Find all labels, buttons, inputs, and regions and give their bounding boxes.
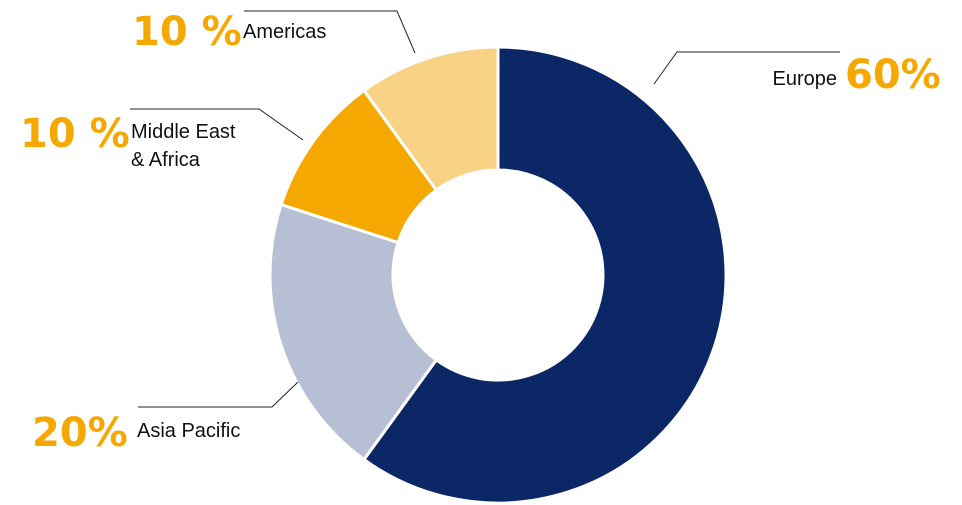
slice-callouts: Europe 60% 20% Asia Pacific 10 % Middle … — [20, 9, 941, 456]
slice-americas — [362, 45, 500, 192]
slice-label-middle-east-africa: Middle East & Africa — [131, 121, 241, 171]
slice-asia-pacific — [268, 203, 438, 461]
slice-label-asia-pacific: Asia Pacific — [137, 420, 240, 442]
slice-label-europe: Europe — [773, 68, 838, 90]
slice-label-middle-east-africa-line-2: & Africa — [131, 149, 201, 171]
leader-line-americas — [244, 10, 416, 54]
slice-percent-europe: 60% — [845, 52, 941, 98]
leader-line-europe — [653, 51, 840, 85]
slice-percent-americas: 10 % — [132, 9, 242, 55]
leader-line-middle-east-africa — [130, 108, 304, 141]
slice-label-americas: Americas — [243, 21, 326, 43]
donut-slices — [268, 45, 728, 505]
slice-percent-asia-pacific: 20% — [32, 410, 128, 456]
slice-percent-middle-east-africa: 10 % — [20, 111, 130, 157]
slice-europe — [362, 45, 728, 505]
leader-line-asia-pacific — [138, 381, 299, 408]
slice-label-middle-east-africa-line-1: Middle East — [131, 121, 236, 143]
